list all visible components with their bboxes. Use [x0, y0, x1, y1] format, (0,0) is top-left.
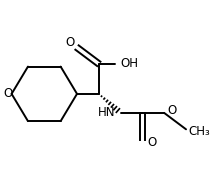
- Text: O: O: [66, 36, 75, 49]
- Text: HN: HN: [98, 106, 116, 119]
- Text: O: O: [168, 104, 177, 117]
- Text: CH₃: CH₃: [189, 125, 211, 138]
- Text: O: O: [4, 87, 13, 100]
- Text: O: O: [147, 136, 156, 149]
- Text: OH: OH: [120, 57, 138, 70]
